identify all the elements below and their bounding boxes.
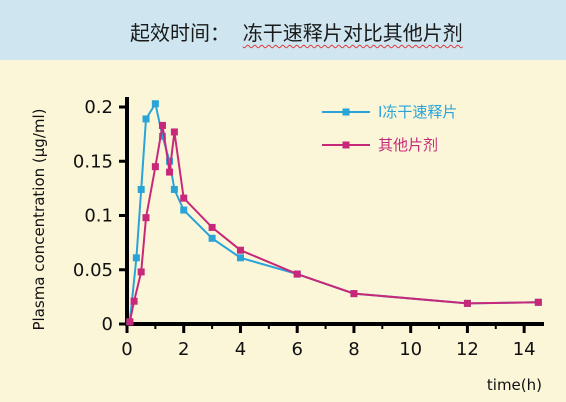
data-point — [170, 185, 178, 193]
data-point — [236, 254, 244, 262]
data-point — [534, 298, 542, 306]
y-axis-label: Plasma concentration (µg/ml) — [30, 108, 48, 330]
data-point — [130, 297, 138, 305]
data-point — [137, 268, 145, 276]
data-point — [208, 223, 216, 231]
series-1 — [126, 100, 542, 326]
legend-label: 其他片剂 — [378, 136, 438, 154]
data-point — [166, 168, 174, 176]
series-2 — [126, 121, 542, 326]
x-tick-label: 4 — [235, 339, 246, 360]
data-point — [158, 121, 166, 129]
x-axis-ticks: 0 2 4 6 8 10 12 14 — [121, 324, 536, 360]
x-tick-label: 14 — [513, 339, 536, 360]
series-line — [128, 101, 539, 322]
data-point — [151, 163, 159, 171]
data-point — [180, 206, 188, 214]
data-point — [350, 290, 358, 298]
data-point — [137, 185, 145, 193]
data-point — [151, 100, 159, 108]
x-axis-label: time(h) — [487, 376, 542, 394]
x-tick-label: 8 — [348, 339, 359, 360]
data-point — [293, 270, 301, 278]
y-tick-label: 0.1 — [84, 206, 113, 227]
x-tick-label: 12 — [456, 339, 479, 360]
legend-entry: I冻干速释片 — [322, 103, 457, 121]
chart-series — [126, 100, 542, 326]
legend-marker — [342, 141, 350, 149]
title-main: 冻干速释片对比其他片剂 — [242, 21, 463, 45]
data-point — [126, 318, 134, 326]
x-tick-label: 6 — [291, 339, 302, 360]
data-point — [142, 115, 150, 123]
chart-axes — [125, 97, 544, 326]
title-prefix: 起效时间： — [130, 21, 230, 45]
data-point — [158, 132, 166, 140]
y-tick-label: 0.15 — [73, 151, 113, 172]
x-tick-label: 10 — [399, 339, 422, 360]
page-title: 起效时间： 冻干速释片对比其他片剂 — [130, 17, 463, 46]
x-tick-label: 2 — [178, 339, 189, 360]
legend-label: I冻干速释片 — [378, 103, 457, 121]
y-tick-label: 0.2 — [84, 97, 113, 118]
y-tick-label: 0 — [102, 314, 113, 335]
legend-marker — [342, 108, 350, 116]
data-point — [463, 299, 471, 307]
data-point — [208, 234, 216, 242]
data-point — [236, 246, 244, 254]
legend-entry: 其他片剂 — [322, 136, 438, 154]
x-tick-label: 0 — [121, 339, 132, 360]
data-point — [166, 157, 174, 165]
data-point — [132, 254, 140, 262]
series-line — [128, 125, 539, 323]
y-axis-ticks: 0 0.05 0.1 0.15 0.2 — [73, 97, 127, 335]
data-point — [142, 214, 150, 222]
title-banner: 起效时间： 冻干速释片对比其他片剂 — [0, 0, 566, 60]
y-tick-label: 0.05 — [73, 260, 113, 281]
data-point — [180, 194, 188, 202]
data-point — [170, 128, 178, 136]
